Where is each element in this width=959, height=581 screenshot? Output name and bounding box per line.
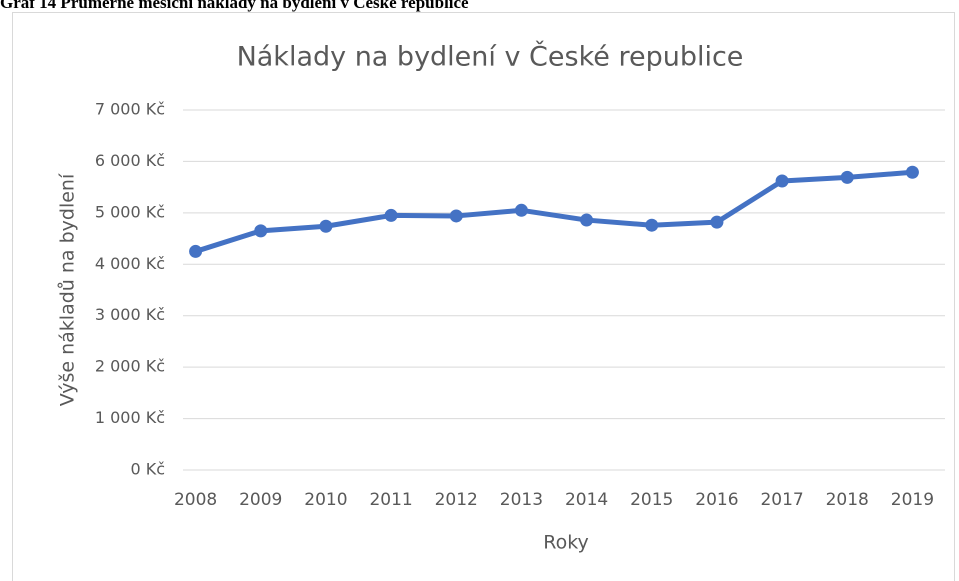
y-tick-label: 4 000 Kč: [95, 254, 165, 273]
y-tick-label: 7 000 Kč: [95, 100, 165, 119]
x-tick-label: 2011: [369, 490, 412, 510]
x-tick-label: 2008: [174, 490, 217, 510]
y-tick-label: 0 Kč: [130, 460, 165, 479]
marker: [254, 224, 268, 238]
x-tick-label: 2018: [826, 490, 869, 510]
x-tick-label: 2014: [565, 490, 608, 510]
marker: [905, 165, 919, 179]
marker: [449, 209, 463, 223]
y-tick-label: 1 000 Kč: [95, 408, 165, 427]
caption: Graf 14 Průměrné měsíční náklady na bydl…: [0, 0, 469, 12]
marker: [580, 213, 594, 227]
x-tick-label: 2012: [435, 490, 478, 510]
y-tick-label: 6 000 Kč: [95, 151, 165, 170]
x-axis-label: Roky: [543, 532, 589, 554]
x-tick-label: 2017: [760, 490, 803, 510]
y-tick-label: 2 000 Kč: [95, 357, 165, 376]
x-tick-label: 2016: [695, 490, 738, 510]
y-tick-label: 5 000 Kč: [95, 202, 165, 221]
marker: [710, 215, 724, 229]
y-axis-label: Výše nákladů na bydlení: [57, 173, 79, 406]
y-tick-label: 3 000 Kč: [95, 305, 165, 324]
x-tick-label: 2015: [630, 490, 673, 510]
marker: [319, 219, 333, 233]
x-tick-label: 2019: [891, 490, 934, 510]
marker: [189, 244, 203, 258]
marker: [645, 218, 659, 232]
chart-title: Náklady na bydlení v České republice: [237, 41, 744, 73]
marker: [384, 208, 398, 222]
marker: [514, 203, 528, 217]
chart-frame: [12, 12, 955, 581]
x-tick-label: 2013: [500, 490, 543, 510]
x-tick-label: 2009: [239, 490, 282, 510]
marker: [840, 170, 854, 184]
x-tick-label: 2010: [304, 490, 347, 510]
marker: [775, 174, 789, 188]
line: [194, 169, 913, 254]
